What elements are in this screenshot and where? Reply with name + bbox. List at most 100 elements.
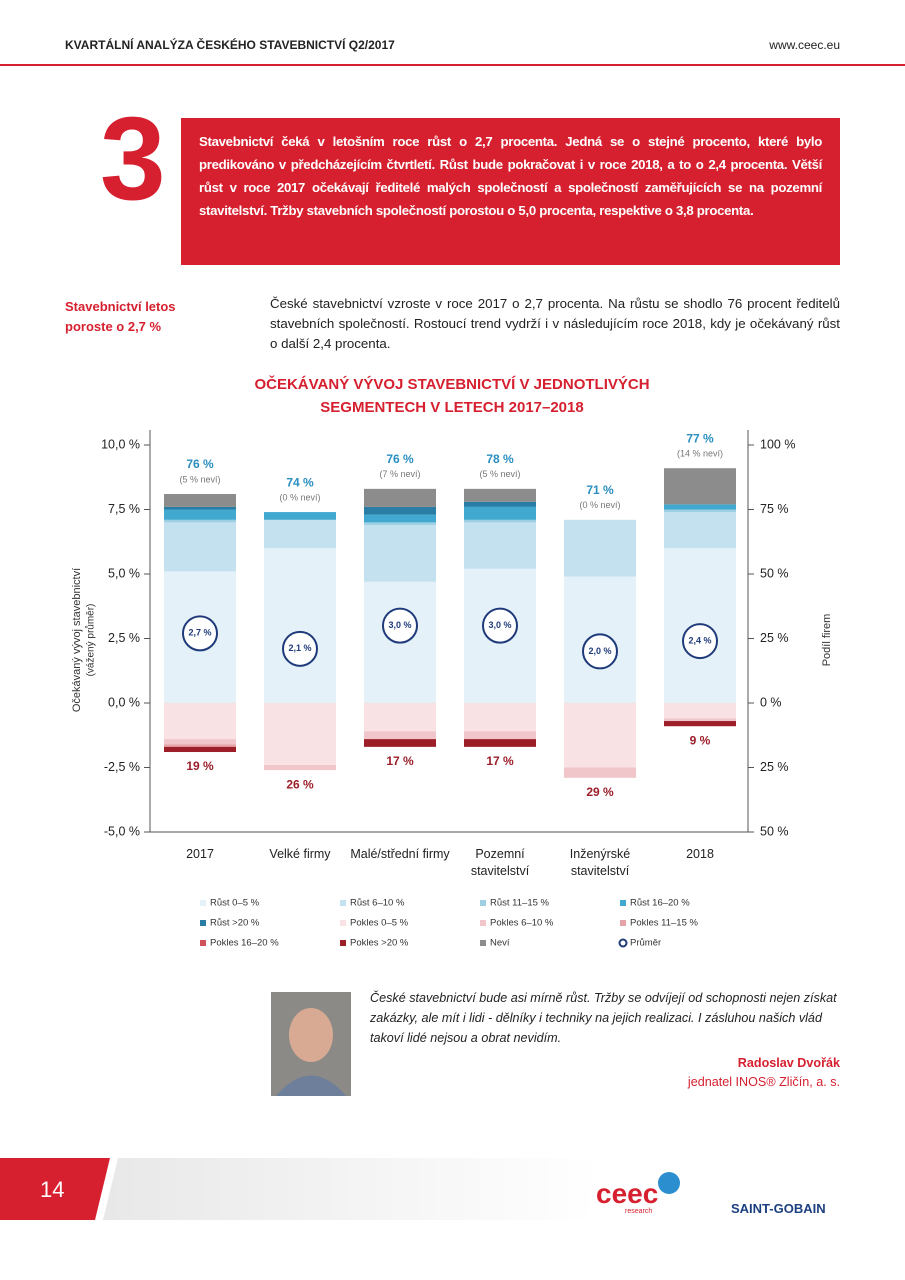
bar-segment (164, 494, 236, 507)
x-tick-label: Velké firmy (269, 847, 331, 861)
bar-segment (264, 512, 336, 520)
bar-segment (564, 767, 636, 778)
ceec-logo-mark (658, 1172, 680, 1194)
highlight-text: Stavebnictví čeká v letošním roce růst o… (199, 134, 822, 218)
dont-know-label: (7 % neví) (379, 469, 420, 479)
average-marker (282, 630, 318, 667)
y2-tick-label: 75 % (760, 502, 789, 516)
bar-segment (164, 522, 236, 572)
bar-segment (464, 731, 536, 740)
legend-label: Růst 16–20 % (630, 898, 690, 909)
y2-tick-label: 50 % (760, 566, 789, 580)
quote-role: jednatel INOS® Zličín, a. s. (687, 1075, 840, 1089)
dont-know-label: (5 % neví) (179, 474, 220, 484)
decline-label: 29 % (586, 785, 614, 799)
bar-segment (464, 506, 536, 520)
y-tick-label: 5,0 % (108, 566, 140, 580)
y2-label: Podíl firem (821, 614, 833, 667)
legend-label: Průměr (630, 938, 661, 949)
footer-block (0, 1158, 110, 1220)
y-label-note: (vážený průměr) (85, 604, 97, 677)
y-tick-label: 0,0 % (108, 695, 140, 709)
legend-label: Růst >20 % (210, 918, 260, 929)
y2-tick-label: 50 % (760, 824, 789, 838)
average-label: 2,4 % (688, 635, 711, 645)
bar-segment (464, 501, 536, 507)
legend-marker (480, 920, 486, 926)
legend-label: Pokles 6–10 % (490, 918, 554, 929)
dont-know-label: (0 % neví) (579, 500, 620, 510)
bar-segment (364, 703, 436, 732)
average-marker (382, 607, 418, 644)
bar-segment (264, 548, 336, 703)
bar-segment (164, 506, 236, 510)
growth-label: 77 % (686, 431, 714, 445)
y2-tick-label: 100 % (760, 437, 795, 451)
average-label: 2,0 % (588, 646, 611, 656)
y2-tick-label: 25 % (760, 760, 789, 774)
legend-marker (480, 900, 486, 906)
page-number: 14 (40, 1177, 65, 1202)
x-tick-label: 2018 (686, 847, 714, 861)
y2-tick-label: 0 % (760, 695, 782, 709)
dont-know-label: (5 % neví) (479, 469, 520, 479)
y-tick-label: -5,0 % (104, 824, 140, 838)
growth-label: 76 % (386, 452, 414, 466)
legend-marker (340, 940, 346, 946)
average-label: 3,0 % (488, 620, 511, 630)
ceec-logo-sub: research (625, 1208, 653, 1215)
bar-segment (664, 703, 736, 719)
y-tick-label: 7,5 % (108, 502, 140, 516)
y-tick-label: 10,0 % (101, 437, 140, 451)
bar-segment (364, 488, 436, 507)
legend-label: Pokles 0–5 % (350, 918, 409, 929)
x-tick-label: Malé/střední firmy (350, 847, 450, 861)
bar-segment (464, 703, 536, 732)
y-tick-label: -2,5 % (104, 760, 140, 774)
x-tick-label: 2017 (186, 847, 214, 861)
portrait-shirt (276, 1075, 346, 1096)
legend-label: Pokles 16–20 % (210, 938, 279, 949)
bar-segment (664, 718, 736, 722)
bar-segment (364, 522, 436, 525)
bar-segment (564, 519, 636, 577)
bar-segment (164, 744, 236, 747)
bar-segment (164, 739, 236, 745)
legend-marker (200, 940, 206, 946)
growth-label: 74 % (286, 475, 314, 489)
saint-gobain-logo: SAINT-GOBAIN (731, 1201, 826, 1216)
highlight-number: 3 (100, 93, 166, 225)
intro: České stavebnictví vzroste v roce 2017 o… (270, 296, 840, 351)
legend-label: Pokles >20 % (350, 938, 409, 949)
legend-label: Pokles 11–15 % (630, 918, 699, 929)
legend-marker (200, 900, 206, 906)
bar-segment (364, 506, 436, 515)
header-rule (0, 64, 905, 66)
bar-segment (464, 739, 536, 747)
average-label: 2,1 % (288, 643, 311, 653)
sidebar-heading: Stavebnictví letos poroste o 2,7 % (65, 299, 176, 334)
bar-segment (364, 524, 436, 582)
bar-segment (464, 488, 536, 502)
quote-text: České stavebnictví bude asi mírně růst. … (370, 991, 837, 1045)
decline-label: 19 % (186, 759, 214, 773)
average-marker (182, 615, 218, 652)
legend-marker (340, 900, 346, 906)
legend-marker (618, 938, 628, 948)
chart-title: OČEKÁVANÝ VÝVOJ STAVEBNICTVÍ V JEDNOTLIV… (254, 376, 650, 416)
legend-marker (340, 920, 346, 926)
bar-segment (164, 703, 236, 740)
bar-segment (264, 703, 336, 765)
legend-label: Neví (490, 938, 510, 949)
bar-segment (164, 519, 236, 523)
dont-know-label: (14 % neví) (677, 449, 723, 459)
legend-label: Růst 11–15 % (490, 898, 550, 909)
bar-segment (364, 739, 436, 747)
bar-segment (664, 721, 736, 727)
bar-segment (664, 509, 736, 513)
average-marker (582, 633, 618, 670)
bar-segment (464, 522, 536, 569)
decline-label: 9 % (690, 733, 711, 747)
